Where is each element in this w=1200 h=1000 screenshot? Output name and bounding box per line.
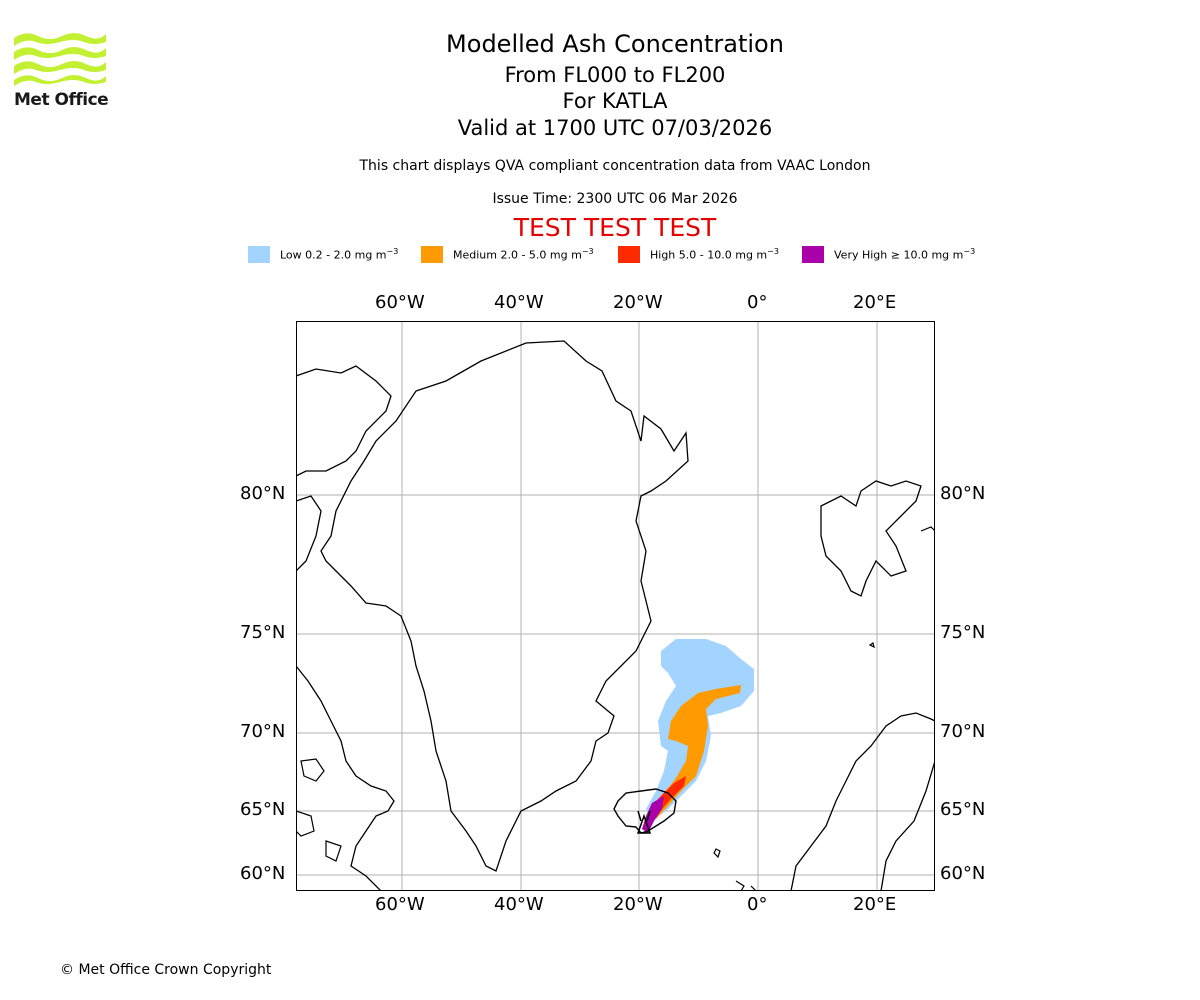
lon-label-top-40w: 40°W [494, 292, 544, 313]
canada-islands [296, 758, 342, 862]
canada-coastline [296, 665, 395, 891]
katla-volcano-marker [636, 810, 652, 834]
test-banner: TEST TEST TEST [513, 213, 717, 242]
lat-label-left-70n: 70°N [240, 721, 286, 742]
legend-item-medium: Medium 2.0 - 5.0 mg m−3 [421, 244, 594, 264]
met-office-logo-text: Met Office [14, 90, 109, 110]
legend-label-high: High 5.0 - 10.0 mg m [650, 248, 768, 262]
legend-label-medium: Medium 2.0 - 5.0 mg m [453, 248, 582, 262]
svalbard-coastline [820, 480, 922, 597]
legend-label-very-high: Very High ≥ 10.0 mg m [834, 248, 964, 262]
lon-label-bottom-40w: 40°W [494, 894, 544, 915]
svalbard-islet [920, 526, 935, 532]
chart-description: This chart displays QVA compliant concen… [359, 158, 871, 174]
valid-time: Valid at 1700 UTC 07/03/2026 [457, 116, 773, 140]
met-office-waves-icon [14, 33, 106, 86]
lon-label-top-20w: 20°W [613, 292, 663, 313]
ash-map [296, 321, 935, 891]
legend-swatch-very-high [802, 245, 824, 263]
legend-swatch-low [248, 245, 270, 263]
legend-label-low: Low 0.2 - 2.0 mg m [280, 248, 387, 262]
lon-label-top-20e: 20°E [853, 292, 897, 313]
jan-mayen [868, 642, 875, 649]
lon-label-bottom-20w: 20°W [613, 894, 663, 915]
copyright: © Met Office Crown Copyright [60, 962, 272, 978]
lat-label-right-70n: 70°N [940, 721, 986, 742]
lat-label-right-80n: 80°N [940, 483, 986, 504]
legend-swatch-high [618, 245, 640, 263]
graticule [296, 321, 935, 891]
lat-label-left-75n: 75°N [240, 622, 286, 643]
baffin-coastline [296, 495, 322, 572]
lon-label-bottom-60w: 60°W [375, 894, 425, 915]
lon-label-bottom-20e: 20°E [853, 894, 897, 915]
legend-item-very-high: Very High ≥ 10.0 mg m−3 [802, 244, 975, 264]
lat-label-left-60n: 60°N [240, 863, 286, 884]
lat-label-right-65n: 65°N [940, 799, 986, 820]
legend-item-high: High 5.0 - 10.0 mg m−3 [618, 244, 779, 264]
legend-swatch-medium [421, 245, 443, 263]
lat-label-right-60n: 60°N [940, 863, 986, 884]
shetland [735, 880, 757, 891]
lat-label-right-75n: 75°N [940, 622, 986, 643]
greenland-coastline [320, 340, 689, 872]
volcano-name: For KATLA [562, 89, 668, 113]
chart-title: Modelled Ash Concentration [446, 30, 784, 58]
lat-label-left-65n: 65°N [240, 799, 286, 820]
issue-time: Issue Time: 2300 UTC 06 Mar 2026 [492, 191, 738, 207]
scandinavia-coastline [790, 712, 935, 891]
lat-label-left-80n: 80°N [240, 483, 286, 504]
ellesmere-coastline [296, 365, 392, 477]
legend-item-low: Low 0.2 - 2.0 mg m−3 [248, 244, 398, 264]
flight-level-range: From FL000 to FL200 [504, 63, 726, 87]
iceland-coastline [613, 788, 677, 834]
map-frame [296, 321, 935, 891]
met-office-logo [14, 30, 106, 90]
faroe-islands [713, 848, 721, 859]
lon-label-bottom-0: 0° [747, 894, 768, 915]
lon-label-top-60w: 60°W [375, 292, 425, 313]
lon-label-top-0: 0° [747, 292, 768, 313]
